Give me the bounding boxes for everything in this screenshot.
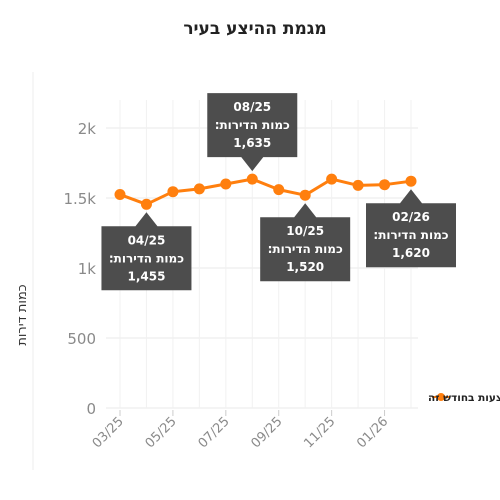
- data-point[interactable]: [114, 189, 126, 200]
- tooltip-value: 1,635: [233, 136, 271, 150]
- tooltip-label: כמות הדירות:: [268, 242, 343, 256]
- data-point[interactable]: [299, 189, 311, 201]
- data-point[interactable]: [193, 183, 205, 195]
- data-point[interactable]: [220, 178, 232, 190]
- tooltip-callout: 10/25 כמות הדירות: 1,520: [260, 203, 351, 282]
- x-tick-label: 11/25: [301, 414, 338, 451]
- data-point[interactable]: [326, 173, 338, 185]
- x-tick-labels: 03/25 05/25 07/25 09/25 11/25 01/26: [90, 410, 391, 451]
- tooltip-label: כמות הדירות:: [215, 118, 290, 132]
- x-tick-label: 01/26: [354, 414, 391, 451]
- tooltip-callout: 02/26 כמות הדירות: 1,620: [366, 189, 456, 268]
- series-line: [118, 177, 413, 206]
- x-tick-label: 07/25: [196, 414, 233, 451]
- tooltip-date: 02/26: [392, 210, 430, 224]
- chart-title: מגמת ההיצע בעיר: [183, 19, 326, 39]
- x-tick-label: 09/25: [248, 414, 285, 451]
- tooltip-date: 10/25: [286, 224, 324, 238]
- data-point[interactable]: [273, 184, 285, 196]
- y-tick-label: 1.5k: [63, 190, 96, 208]
- y-tick-label: 500: [67, 330, 96, 348]
- tooltip-background: [207, 93, 298, 172]
- legend-marker: [437, 393, 445, 401]
- tooltip-value: 1,620: [392, 246, 430, 260]
- series-layer: [114, 173, 417, 210]
- y-tick-label: 1k: [78, 260, 97, 278]
- data-point[interactable]: [140, 198, 152, 210]
- tooltip-date: 04/25: [128, 233, 166, 247]
- y-axis-title: כמות דירות: [15, 284, 30, 345]
- x-tick-label: 03/25: [90, 414, 127, 451]
- x-tick-label: 05/25: [143, 414, 180, 451]
- data-point[interactable]: [246, 173, 258, 185]
- tooltip-callout: 04/25 כמות הדירות: 1,455: [101, 212, 192, 291]
- tooltip-label: כמות הדירות:: [373, 228, 448, 242]
- tooltip-background: [101, 212, 192, 291]
- tooltip-date: 08/25: [233, 100, 271, 114]
- tooltip-background: [366, 189, 456, 268]
- tooltip-value: 1,455: [127, 269, 165, 283]
- tooltip-value: 1,520: [286, 260, 324, 274]
- y-tick-labels: 0 500 1k 1.5k 2k: [63, 120, 96, 418]
- data-point[interactable]: [167, 186, 179, 198]
- data-point[interactable]: [379, 179, 391, 191]
- tooltip-label: כמות הדירות:: [109, 251, 184, 265]
- legend-label: כמות הדירות המוצעות בחודש זה: [428, 392, 500, 404]
- data-point[interactable]: [352, 179, 364, 191]
- y-tick-label: 2k: [78, 120, 97, 138]
- y-tick-label: 0: [86, 400, 96, 418]
- data-point[interactable]: [405, 175, 417, 187]
- legend[interactable]: כמות הדירות המוצעות בחודש זה: [428, 392, 500, 404]
- tooltip-background: [260, 203, 351, 282]
- tooltip-callout: 08/25 כמות הדירות: 1,635: [207, 93, 298, 172]
